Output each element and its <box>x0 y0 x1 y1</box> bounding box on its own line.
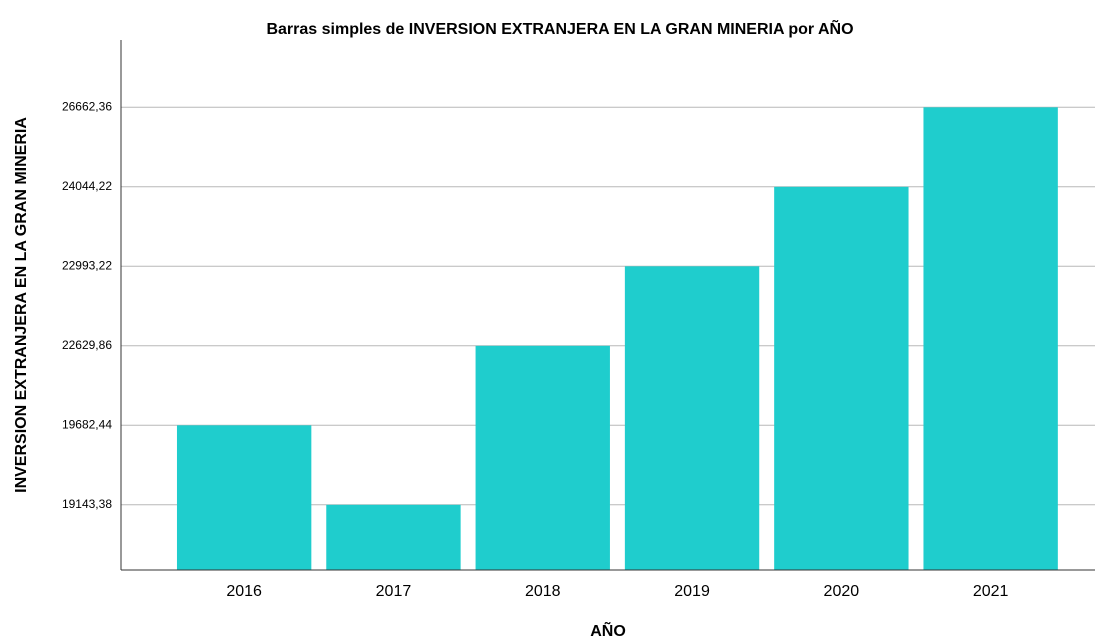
x-tick-label: 2017 <box>376 583 412 600</box>
x-tick-label: 2021 <box>973 583 1009 600</box>
bars <box>176 107 1058 570</box>
y-tick-label: 26662,36 <box>62 99 112 113</box>
chart-title: Barras simples de INVERSION EXTRANJERA E… <box>266 18 853 38</box>
y-tick-label: 19143,38 <box>62 497 112 511</box>
bar <box>774 186 909 570</box>
x-tick-label: 2019 <box>674 583 710 600</box>
bar <box>176 425 312 570</box>
y-tick-label: 19682,44 <box>62 417 112 431</box>
y-tick-label: 24044,22 <box>62 179 112 193</box>
y-axis-title: INVERSION EXTRANJERA EN LA GRAN MINERIA <box>13 117 30 493</box>
x-tick-label: 2020 <box>824 583 860 600</box>
bar <box>475 345 610 570</box>
x-axis-title: AÑO <box>590 620 626 640</box>
bar <box>923 107 1058 570</box>
x-tick-label: 2018 <box>525 583 561 600</box>
x-tick-label: 2016 <box>226 583 262 600</box>
bar <box>624 266 760 570</box>
bar <box>326 504 461 570</box>
y-tick-label: 22993,22 <box>62 258 112 272</box>
y-tick-label: 22629,86 <box>62 338 112 352</box>
